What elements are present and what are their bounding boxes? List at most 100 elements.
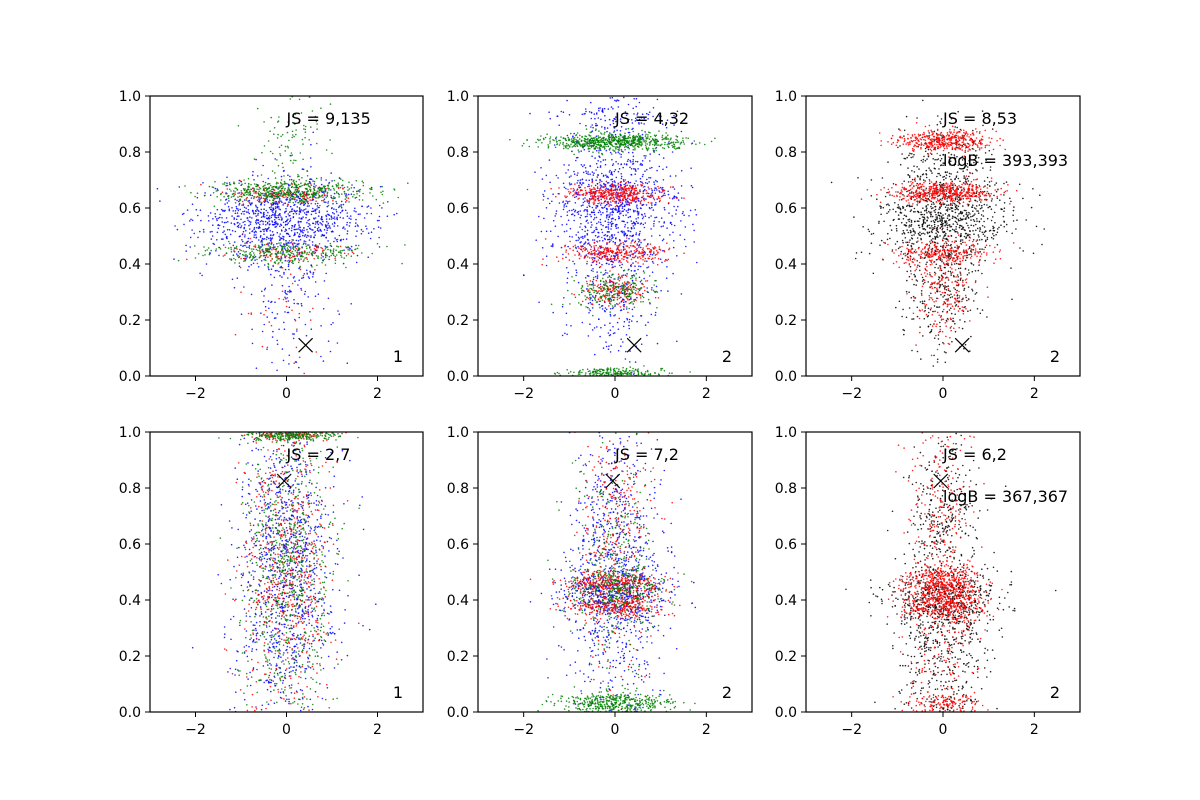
- scatter-point: [592, 239, 594, 241]
- scatter-point: [599, 188, 601, 190]
- scatter-point: [346, 221, 349, 224]
- scatter-point: [276, 343, 279, 346]
- scatter-point: [338, 206, 340, 209]
- scatter-point: [249, 251, 252, 254]
- scatter-point: [567, 200, 569, 203]
- scatter-point: [262, 215, 265, 218]
- scatter-point: [633, 188, 635, 190]
- scatter-point: [265, 229, 268, 231]
- scatter-point: [580, 248, 583, 251]
- scatter-point: [240, 192, 243, 194]
- scatter-point: [353, 186, 356, 189]
- scatter-point: [608, 194, 610, 197]
- scatter-point: [273, 218, 276, 221]
- scatter-point: [272, 194, 275, 197]
- scatter-point: [661, 136, 663, 138]
- scatter-point: [587, 173, 589, 175]
- scatter-point: [637, 252, 640, 255]
- scatter-point: [324, 190, 327, 193]
- scatter-point: [606, 262, 608, 265]
- scatter-point: [292, 337, 295, 340]
- scatter-point: [313, 231, 315, 234]
- scatter-point: [591, 211, 593, 214]
- scatter-point: [333, 189, 336, 191]
- scatter-point: [575, 274, 577, 277]
- scatter-point: [277, 263, 279, 265]
- scatter-point: [605, 203, 608, 206]
- scatter-point: [258, 186, 261, 189]
- scatter-point: [275, 256, 277, 258]
- scatter-point: [241, 196, 243, 198]
- scatter-point: [268, 226, 270, 229]
- scatter-point: [623, 146, 626, 149]
- scatter-point: [220, 238, 223, 240]
- scatter-point: [320, 183, 323, 186]
- scatter-point: [271, 152, 274, 155]
- scatter-point: [599, 166, 602, 168]
- scatter-point: [642, 216, 645, 218]
- scatter-point: [238, 182, 240, 184]
- scatter-point: [300, 230, 302, 233]
- scatter-point: [642, 186, 645, 188]
- scatter-point: [592, 151, 594, 153]
- scatter-point: [625, 187, 628, 190]
- scatter-point: [640, 199, 643, 202]
- scatter-point: [611, 252, 614, 254]
- scatter-point: [642, 195, 645, 197]
- scatter-point: [302, 216, 304, 218]
- scatter-point: [599, 283, 602, 286]
- scatter-point: [337, 186, 340, 189]
- scatter-point: [624, 255, 626, 258]
- scatter-point: [588, 294, 591, 296]
- scatter-point: [313, 180, 316, 183]
- scatter-point: [276, 255, 278, 257]
- scatter-point: [313, 250, 315, 253]
- scatter-point: [255, 206, 257, 208]
- scatter-point: [628, 118, 630, 121]
- scatter-point: [273, 198, 275, 200]
- scatter-point: [555, 174, 558, 177]
- scatter-point: [302, 158, 304, 161]
- scatter-point: [272, 233, 275, 236]
- scatter-point: [286, 145, 289, 148]
- scatter-point: [305, 213, 307, 216]
- scatter-point: [284, 268, 287, 271]
- scatter-point: [611, 197, 613, 199]
- scatter-point: [281, 247, 283, 250]
- scatter-point: [277, 182, 279, 184]
- scatter-point: [315, 250, 317, 252]
- scatter-point: [332, 197, 334, 200]
- scatter-point: [292, 245, 295, 248]
- scatter-point: [596, 124, 599, 127]
- scatter-point: [312, 196, 314, 199]
- scatter-point: [328, 218, 331, 220]
- scatter-point: [281, 162, 284, 165]
- scatter-point: [274, 211, 277, 213]
- scatter-point: [196, 192, 199, 194]
- scatter-point: [234, 191, 236, 193]
- scatter-point: [587, 222, 589, 224]
- scatter-point: [606, 127, 609, 129]
- scatter-point: [229, 258, 231, 260]
- scatter-point: [612, 122, 615, 125]
- scatter-point: [254, 255, 257, 258]
- scatter-point: [668, 197, 671, 199]
- scatter-point: [250, 313, 253, 316]
- scatter-point: [614, 259, 616, 262]
- scatter-point: [285, 229, 288, 231]
- scatter-point: [284, 145, 287, 148]
- scatter-point: [354, 197, 357, 199]
- scatter-point: [247, 269, 249, 271]
- scatter-point: [578, 252, 580, 254]
- scatter-point: [293, 182, 296, 185]
- scatter-point: [263, 258, 265, 261]
- scatter-point: [247, 312, 250, 315]
- scatter-point: [347, 193, 350, 196]
- scatter-point: [580, 255, 582, 257]
- x-tick-label: 0: [282, 386, 291, 402]
- scatter-point: [277, 191, 279, 193]
- scatter-point: [600, 213, 602, 216]
- scatter-point: [308, 96, 311, 98]
- scatter-point: [622, 241, 624, 244]
- scatter-point: [344, 198, 347, 200]
